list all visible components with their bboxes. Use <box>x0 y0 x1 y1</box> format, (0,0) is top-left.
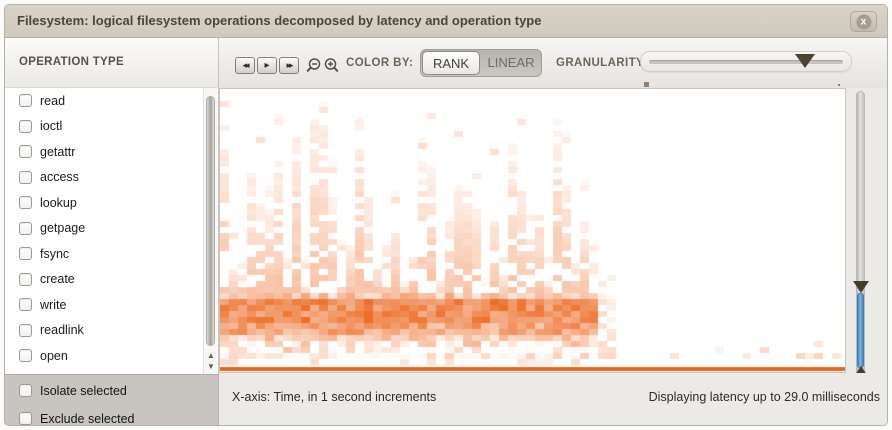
operation-label: getpage <box>40 221 86 236</box>
operation-label: access <box>40 170 79 185</box>
page-title: Filesystem: logical filesystem operation… <box>17 13 542 28</box>
operation-row[interactable]: write <box>5 292 218 318</box>
operation-label: open <box>40 348 68 363</box>
operation-checkbox[interactable] <box>19 247 32 261</box>
analytics-window: Filesystem: logical filesystem operation… <box>4 4 888 426</box>
fast-forward-icon: ▸▸ <box>286 60 293 70</box>
operation-row[interactable]: getpage <box>5 216 218 242</box>
status-bar: X-axis: Time, in 1 second increments Dis… <box>219 373 887 425</box>
operation-checkbox[interactable] <box>19 272 32 286</box>
close-icon: x <box>856 14 871 29</box>
color-mode-toggle: RANK LINEAR <box>420 49 542 77</box>
operation-label: ioctl <box>40 119 63 134</box>
operation-checkbox[interactable] <box>19 145 32 159</box>
close-button[interactable]: x <box>850 11 877 32</box>
operation-checkbox[interactable] <box>19 94 32 108</box>
scroll-down-button[interactable]: ▼ <box>207 362 215 371</box>
operation-label: readlink <box>40 323 84 338</box>
play-icon: ▸ <box>264 60 270 71</box>
rewind-button[interactable]: ◂◂ <box>235 57 255 74</box>
isolate-selected-row[interactable]: Isolate selected <box>5 378 218 403</box>
zoom-in-button[interactable] <box>323 57 340 79</box>
operation-row[interactable]: lookup <box>5 190 218 216</box>
scroll-up-button[interactable]: ▲ <box>207 351 215 360</box>
operation-type-heading: OPERATION TYPE <box>19 56 124 68</box>
operation-row[interactable]: readlink <box>5 318 218 344</box>
latency-range-label: Displaying latency up to 29.0 millisecon… <box>648 390 880 404</box>
operation-label: read <box>40 93 66 108</box>
latency-upper-thumb[interactable] <box>852 281 869 294</box>
operation-row[interactable]: ioctl <box>5 114 218 140</box>
operation-checkbox[interactable] <box>19 298 32 312</box>
exclude-selected-row[interactable]: Exclude selected <box>5 406 218 426</box>
exclude-label: Exclude selected <box>40 411 135 426</box>
fast-forward-button[interactable]: ▸▸ <box>279 57 299 74</box>
list-scrollbar[interactable]: ▲ ▼ <box>203 88 217 374</box>
operation-checkbox[interactable] <box>19 170 32 184</box>
operation-row[interactable]: read <box>5 88 218 114</box>
sidebar-header: OPERATION TYPE <box>5 38 219 88</box>
range-slider-selection <box>857 293 864 368</box>
x-axis-label: X-axis: Time, in 1 second increments <box>232 390 437 404</box>
title-bar: Filesystem: logical filesystem operation… <box>5 5 887 38</box>
operation-checkbox[interactable] <box>19 196 32 210</box>
slider-groove <box>649 60 843 64</box>
toolbar: ◂◂ ▸ ▸▸ COLOR BY: RANK LINEA <box>219 38 887 88</box>
isolate-checkbox[interactable] <box>19 384 32 397</box>
scrollbar-thumb[interactable] <box>206 96 215 346</box>
operation-row[interactable]: access <box>5 165 218 191</box>
rank-button[interactable]: RANK <box>422 51 480 75</box>
rewind-icon: ◂◂ <box>242 60 249 70</box>
sidebar-footer: Isolate selected Exclude selected <box>5 374 219 426</box>
zoom-out-icon <box>306 58 321 73</box>
operation-row[interactable]: open <box>5 343 218 369</box>
slider-tick-right <box>838 84 840 86</box>
slider-tick-left <box>644 82 649 87</box>
granularity-slider-thumb[interactable] <box>794 54 815 68</box>
zoom-out-button[interactable] <box>305 57 322 79</box>
exclude-checkbox[interactable] <box>19 412 32 425</box>
operation-label: getattr <box>40 144 76 159</box>
operation-checkbox[interactable] <box>19 221 32 235</box>
color-by-label: COLOR BY: <box>346 57 414 69</box>
operation-label: create <box>40 272 75 287</box>
isolate-label: Isolate selected <box>40 383 127 398</box>
operation-list: read ioctl getattr access lookup getpage fsync… <box>5 88 219 374</box>
linear-button[interactable]: LINEAR <box>487 55 535 70</box>
granularity-slider[interactable] <box>640 51 852 72</box>
latency-heatmap[interactable] <box>220 89 845 372</box>
operation-label: lookup <box>40 195 77 210</box>
operation-row[interactable]: fsync <box>5 241 218 267</box>
zoom-in-icon <box>324 58 339 73</box>
play-button[interactable]: ▸ <box>257 57 277 74</box>
operation-row[interactable]: getattr <box>5 139 218 165</box>
operation-label: fsync <box>40 246 70 261</box>
operation-row[interactable]: create <box>5 267 218 293</box>
operation-checkbox[interactable] <box>19 119 32 133</box>
operation-checkbox[interactable] <box>19 349 32 363</box>
heatmap-panel <box>219 88 846 373</box>
granularity-label: GRANULARITY <box>556 57 645 69</box>
latency-range-slider[interactable] <box>852 91 869 381</box>
operation-checkbox[interactable] <box>19 323 32 337</box>
operation-label: write <box>40 297 67 312</box>
